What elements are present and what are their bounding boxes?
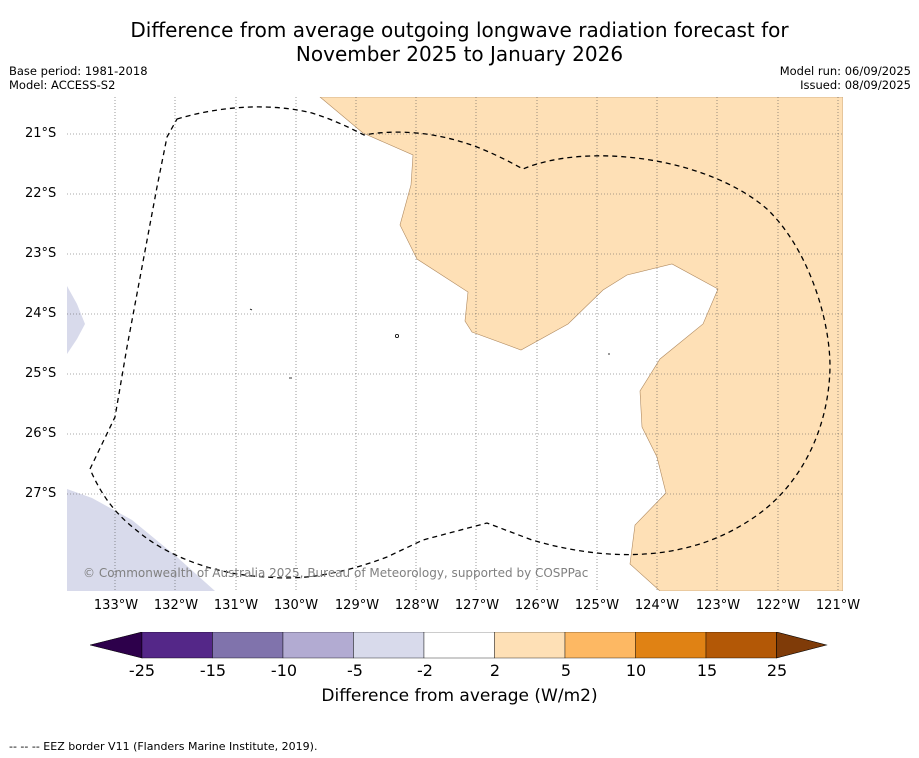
colorbar-tick: -15 bbox=[199, 661, 227, 680]
issued-date: Issued: 08/09/2025 bbox=[800, 78, 911, 92]
lat-label-23s: 23°S bbox=[25, 246, 57, 261]
colorbar-tick: -10 bbox=[270, 661, 298, 680]
meta-right: Model run: 06/09/2025 Issued: 08/09/2025 bbox=[780, 64, 911, 92]
lon-label-126w: 126°W bbox=[514, 598, 560, 613]
lon-label-128w: 128°W bbox=[394, 598, 440, 613]
lat-label-24s: 24°S bbox=[25, 306, 57, 321]
model-name: Model: ACCESS-S2 bbox=[9, 78, 116, 92]
colorbar-extend-high bbox=[776, 631, 828, 659]
lon-label-129w: 129°W bbox=[334, 598, 380, 613]
islands bbox=[249, 308, 610, 379]
lon-label-130w: 130°W bbox=[273, 598, 319, 613]
colorbar-tick: -25 bbox=[128, 661, 156, 680]
lon-label-121w: 121°W bbox=[815, 598, 861, 613]
colorbar-segment bbox=[282, 631, 354, 659]
base-period: Base period: 1981-2018 bbox=[9, 64, 148, 78]
colorbar-segment bbox=[494, 631, 566, 659]
map-title: Difference from average outgoing longwav… bbox=[0, 18, 919, 66]
title-line-1: Difference from average outgoing longwav… bbox=[130, 18, 789, 42]
colorbar-segment bbox=[423, 631, 495, 659]
meta-left: Base period: 1981-2018 Model: ACCESS-S2 bbox=[9, 64, 148, 92]
lat-label-25s: 25°S bbox=[25, 366, 57, 381]
colorbar-tick: -2 bbox=[417, 661, 433, 680]
colorbar-tick: 10 bbox=[625, 661, 647, 680]
title-line-2: November 2025 to January 2026 bbox=[295, 42, 624, 66]
colorbar-tick: 5 bbox=[560, 661, 572, 680]
lon-label-132w: 132°W bbox=[153, 598, 199, 613]
colorbar-extend-low bbox=[89, 631, 143, 659]
lat-label-26s: 26°S bbox=[25, 426, 57, 441]
positive-anomaly-region bbox=[319, 97, 843, 591]
negative-anomaly-region-west bbox=[67, 286, 85, 354]
lon-label-123w: 123°W bbox=[695, 598, 741, 613]
colorbar-svg bbox=[89, 631, 828, 659]
colorbar-segment bbox=[353, 631, 425, 659]
colorbar-tick: 2 bbox=[489, 661, 501, 680]
colorbar-label: Difference from average (W/m2) bbox=[321, 686, 598, 706]
lat-label-22s: 22°S bbox=[25, 186, 57, 201]
eez-border bbox=[89, 106, 831, 579]
colorbar-tick: 25 bbox=[766, 661, 788, 680]
copyright-notice: © Commonwealth of Australia 2025, Bureau… bbox=[83, 566, 589, 580]
lon-label-131w: 131°W bbox=[213, 598, 259, 613]
lon-label-122w: 122°W bbox=[755, 598, 801, 613]
colorbar-segment bbox=[705, 631, 777, 659]
lon-label-124w: 124°W bbox=[634, 598, 680, 613]
colorbar-segment bbox=[635, 631, 707, 659]
colorbar-tick: -5 bbox=[347, 661, 363, 680]
colorbar-segment bbox=[212, 631, 284, 659]
map-canvas bbox=[67, 97, 843, 591]
map-panel bbox=[67, 97, 843, 591]
lat-label-21s: 21°S bbox=[25, 126, 57, 141]
colorbar-segment bbox=[564, 631, 636, 659]
eez-legend: -- -- -- EEZ border V11 (Flanders Marine… bbox=[9, 740, 318, 753]
lon-label-125w: 125°W bbox=[574, 598, 620, 613]
colorbar-segment bbox=[141, 631, 213, 659]
gridlines bbox=[67, 97, 843, 591]
colorbar bbox=[89, 631, 830, 662]
model-run: Model run: 06/09/2025 bbox=[779, 64, 911, 78]
lon-label-127w: 127°W bbox=[454, 598, 500, 613]
lat-label-27s: 27°S bbox=[25, 486, 57, 501]
colorbar-tick: 15 bbox=[696, 661, 718, 680]
negative-anomaly-region-southwest bbox=[67, 489, 215, 591]
lon-label-133w: 133°W bbox=[93, 598, 139, 613]
